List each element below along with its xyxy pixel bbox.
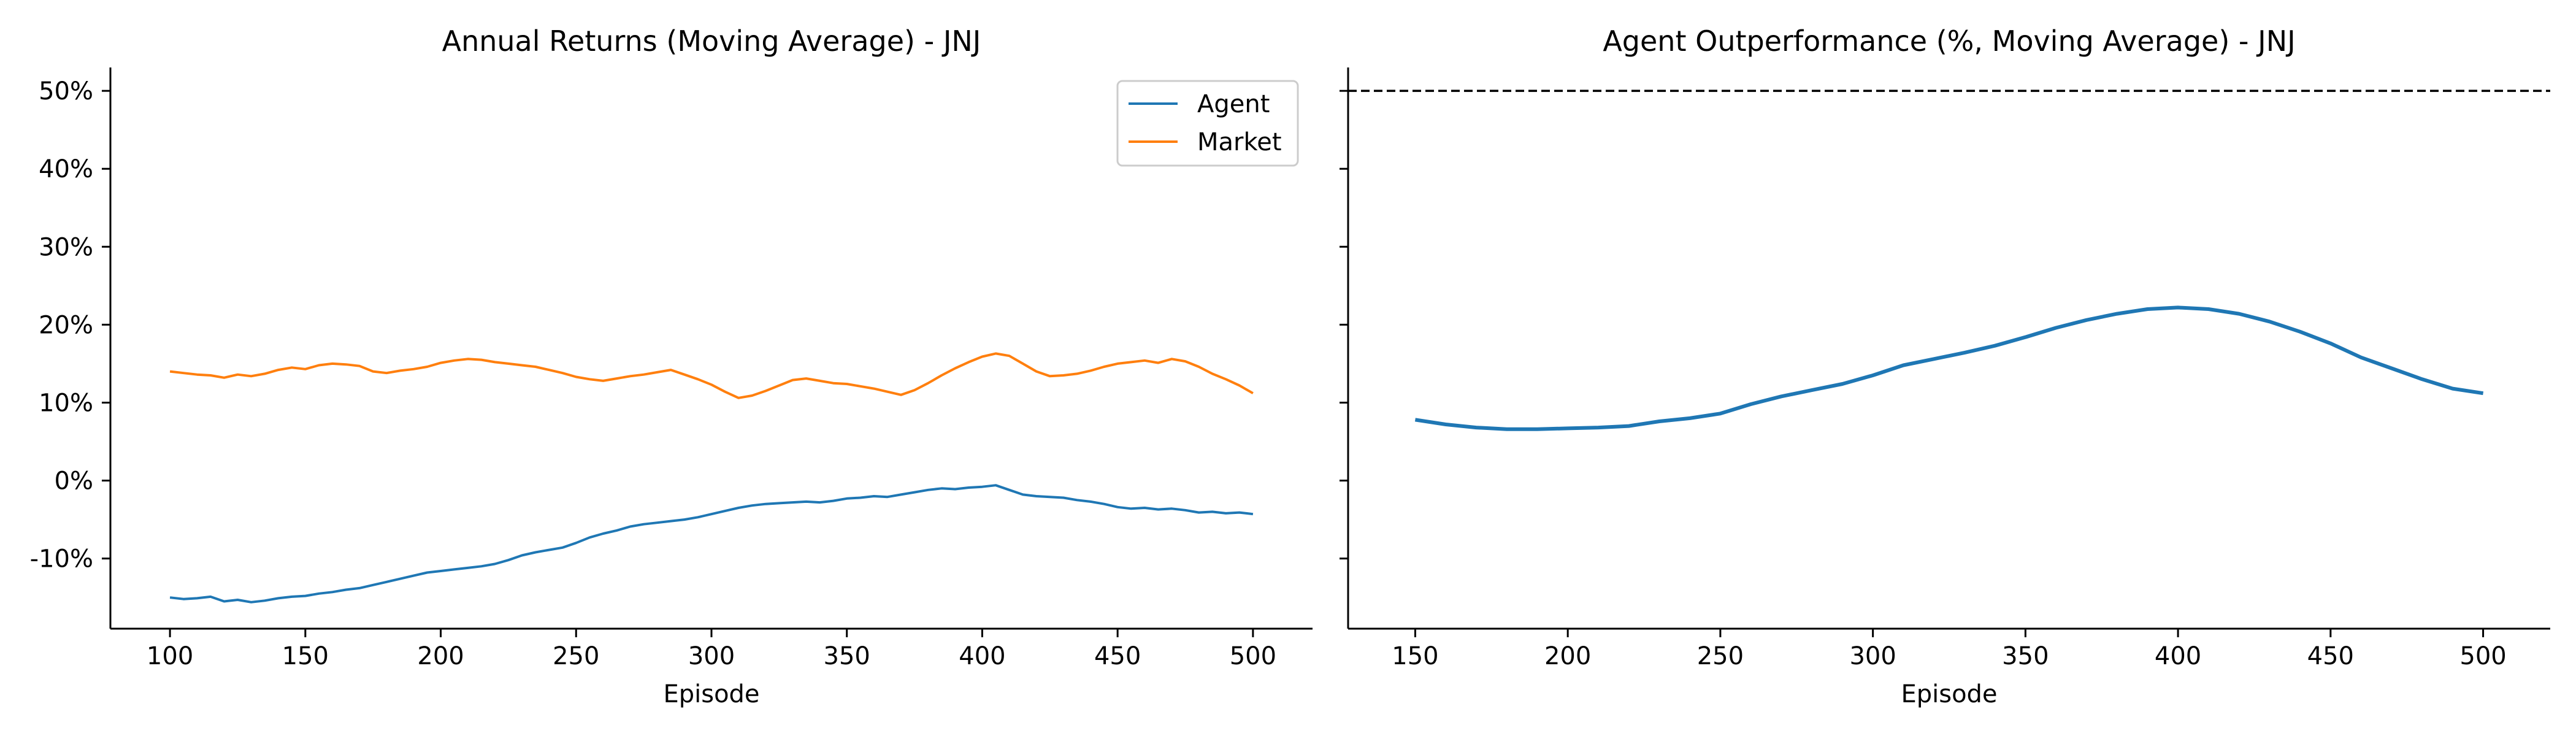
x-tick-label: 250 (553, 642, 599, 670)
x-tick-label: 200 (417, 642, 464, 670)
legend: Agent Market (1116, 80, 1299, 167)
x-axis-label: Episode (663, 680, 759, 708)
x-tick-label: 250 (1697, 642, 1744, 670)
x-tick-label: 100 (147, 642, 193, 670)
x-tick-label: 300 (1849, 642, 1896, 670)
x-tick-label: 500 (2459, 642, 2506, 670)
x-tick-label: 450 (1094, 642, 1141, 670)
returns-plot-area: 100 150 200 250 300 350 400 450 500 -10% 0% 10% 20% 3… (30, 67, 1313, 670)
y-tick-label: 30% (39, 233, 93, 261)
legend-label: Agent (1197, 90, 1270, 118)
x-tick-label: 500 (1230, 642, 1276, 670)
x-tick-label: 300 (688, 642, 735, 670)
x-tick-label: 450 (2307, 642, 2354, 670)
x-tick-label: 150 (1392, 642, 1438, 670)
market-series-line (169, 352, 1254, 399)
y-tick-label: -10% (30, 545, 93, 573)
x-tick-label: 400 (2155, 642, 2201, 670)
chart-title: Annual Returns (Moving Average) - JNJ (442, 25, 981, 58)
y-tick-label: 20% (39, 311, 93, 339)
legend-label: Market (1197, 128, 1282, 156)
agent-series-line (169, 484, 1254, 604)
x-tick-label: 150 (282, 642, 329, 670)
x-tick-label: 400 (959, 642, 1005, 670)
y-tick-label: 0% (55, 467, 93, 496)
x-tick-label: 200 (1544, 642, 1591, 670)
chart-title: Agent Outperformance (%, Moving Average)… (1603, 25, 2295, 58)
y-tick-label: 40% (39, 155, 93, 183)
returns-chart: Annual Returns (Moving Average) - JNJ 10… (30, 25, 1313, 708)
x-axis-label: Episode (1901, 680, 1997, 708)
outperformance-series-line (1414, 305, 2484, 431)
x-tick-label: 350 (2002, 642, 2049, 670)
outperformance-chart: Agent Outperformance (%, Moving Average)… (1340, 25, 2550, 708)
y-tick-label: 10% (39, 389, 93, 417)
outperformance-plot-area: 150 200 250 300 350 400 450 500 (1340, 67, 2550, 670)
legend-box (1116, 80, 1299, 167)
y-tick-label: 50% (39, 77, 93, 105)
x-tick-label: 350 (824, 642, 870, 670)
